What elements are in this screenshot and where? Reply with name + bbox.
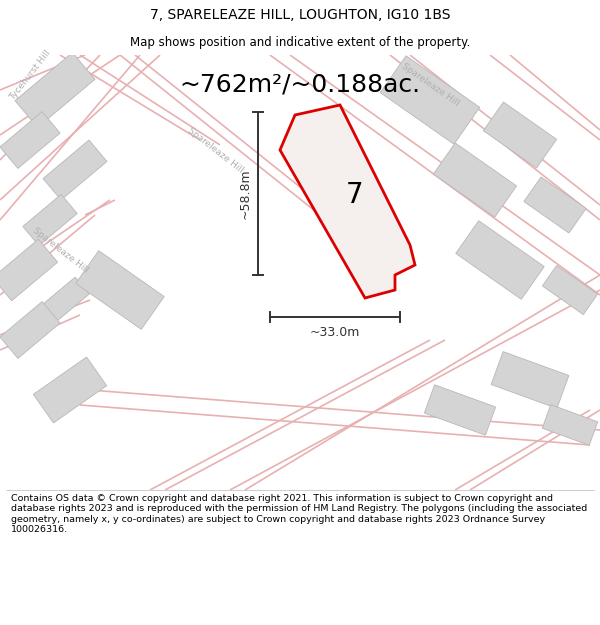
Polygon shape [542,405,598,445]
Polygon shape [43,140,107,200]
Polygon shape [542,266,598,314]
Text: Spareleaze Hill: Spareleaze Hill [31,226,89,274]
Polygon shape [456,221,544,299]
Text: ~33.0m: ~33.0m [310,326,360,339]
Polygon shape [0,239,58,301]
Text: 7: 7 [346,181,364,209]
Polygon shape [524,177,586,233]
Polygon shape [280,105,415,298]
Polygon shape [15,52,95,127]
Polygon shape [0,112,60,168]
Polygon shape [76,251,164,329]
Polygon shape [380,56,480,144]
Polygon shape [484,102,557,168]
Polygon shape [23,194,77,246]
Polygon shape [34,357,107,423]
Text: Spareleaze Hill: Spareleaze Hill [400,62,460,108]
Text: ~58.8m: ~58.8m [239,168,251,219]
Text: ~762m²/~0.188ac.: ~762m²/~0.188ac. [179,73,421,97]
Text: Map shows position and indicative extent of the property.: Map shows position and indicative extent… [130,36,470,49]
Polygon shape [41,277,89,323]
Text: Tycehurst Hill: Tycehurst Hill [8,48,52,102]
Polygon shape [491,352,569,408]
Text: 7, SPARELEAZE HILL, LOUGHTON, IG10 1BS: 7, SPARELEAZE HILL, LOUGHTON, IG10 1BS [150,8,450,22]
Polygon shape [424,385,496,435]
Text: Contains OS data © Crown copyright and database right 2021. This information is : Contains OS data © Crown copyright and d… [11,494,587,534]
Polygon shape [0,302,60,358]
Polygon shape [433,143,517,217]
Text: Spareleaze Hill: Spareleaze Hill [185,126,244,174]
